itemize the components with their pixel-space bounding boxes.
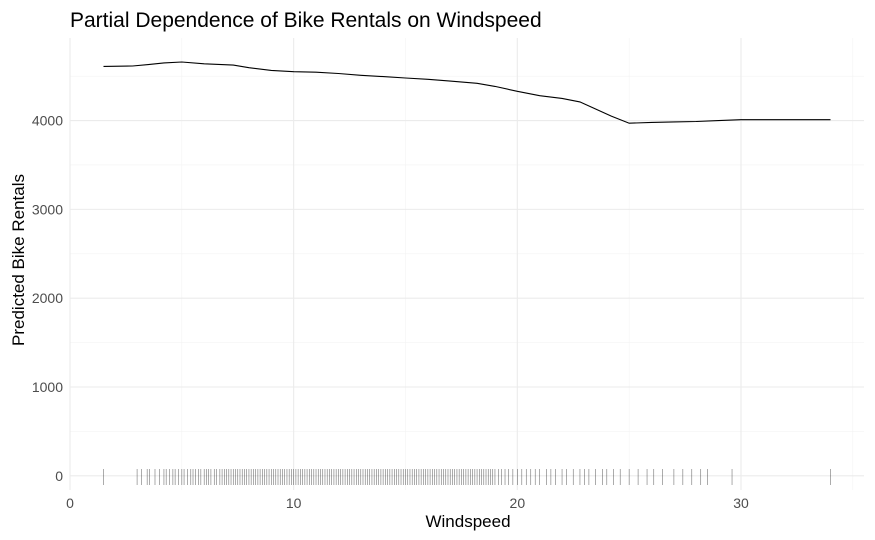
y-tick-label: 0	[55, 468, 63, 484]
y-axis-ticks: 0 1000 2000 3000 4000	[32, 113, 63, 484]
y-tick-label: 2000	[32, 290, 63, 306]
x-tick-label: 20	[510, 495, 526, 511]
partial-dependence-line	[103, 61, 831, 124]
y-tick-label: 3000	[32, 201, 63, 217]
y-tick-label: 4000	[32, 113, 63, 129]
y-tick-label: 1000	[32, 379, 63, 395]
y-axis-title: Predicted Bike Rentals	[9, 174, 28, 346]
x-tick-label: 10	[286, 495, 302, 511]
x-axis-title: Windspeed	[425, 512, 510, 531]
rug-marks	[103, 469, 831, 485]
chart-title: Partial Dependence of Bike Rentals on Wi…	[70, 9, 542, 32]
x-tick-label: 30	[733, 495, 749, 511]
x-axis-ticks: 0 10 20 30	[66, 495, 749, 511]
x-tick-label: 0	[66, 495, 74, 511]
grid	[69, 38, 864, 490]
